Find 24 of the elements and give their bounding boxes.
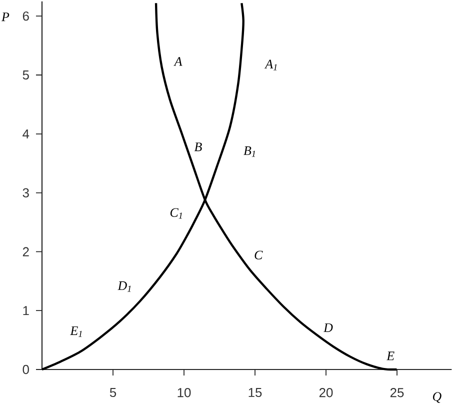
y-tick-label: 3 bbox=[22, 188, 29, 198]
y-tick-label: 2 bbox=[22, 247, 29, 256]
y-tick-label: 5 bbox=[22, 70, 29, 80]
y-tick-label: 4 bbox=[22, 129, 30, 138]
x-tick-label: 5 bbox=[110, 388, 116, 398]
annotation: A bbox=[174, 57, 182, 66]
annotation: E bbox=[386, 352, 394, 360]
annotation: B bbox=[194, 142, 202, 152]
annotation: A$_{1}$ bbox=[264, 60, 277, 70]
x-tick-label: 20 bbox=[319, 388, 333, 398]
x-tick-label: 15 bbox=[248, 388, 262, 398]
x-tick-label: 10 bbox=[178, 388, 191, 398]
annotation: D$_{1}$ bbox=[118, 281, 131, 292]
annotation: C bbox=[254, 250, 263, 260]
x-axis-title: Q bbox=[432, 392, 442, 403]
y-tick-label: 0 bbox=[22, 364, 29, 374]
annotation: B$_{1}$ bbox=[244, 146, 256, 157]
annotation: D bbox=[323, 323, 333, 332]
y-axis-title: P bbox=[1, 12, 10, 22]
annotation: E$_{1}$ bbox=[70, 326, 82, 337]
y-tick-label: 6 bbox=[22, 12, 29, 21]
x-tick-label: 25 bbox=[390, 388, 404, 398]
y-tick-label: 1 bbox=[23, 306, 29, 316]
annotation: C$_{1}$ bbox=[170, 208, 182, 219]
